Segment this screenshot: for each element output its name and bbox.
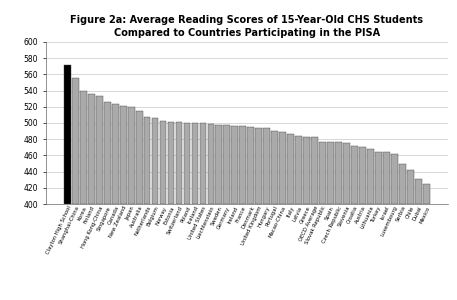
Bar	[327, 142, 334, 204]
Bar	[391, 154, 398, 204]
Bar	[223, 125, 230, 204]
Bar	[359, 147, 366, 204]
Bar	[319, 142, 326, 204]
Bar	[255, 128, 262, 204]
Bar	[399, 164, 406, 204]
Bar	[231, 126, 238, 204]
Bar	[184, 123, 191, 204]
Bar	[287, 134, 294, 204]
Bar	[335, 142, 342, 204]
Bar	[303, 137, 310, 204]
Bar	[239, 126, 246, 204]
Bar	[295, 136, 302, 204]
Bar	[120, 106, 127, 204]
Bar	[247, 127, 254, 204]
Bar	[168, 122, 175, 204]
Bar	[128, 107, 134, 204]
Bar	[64, 65, 71, 204]
Bar	[143, 116, 150, 204]
Bar	[152, 118, 159, 204]
Bar	[159, 121, 166, 204]
Bar	[367, 149, 374, 204]
Bar	[104, 102, 111, 204]
Title: Figure 2a: Average Reading Scores of 15-Year-Old CHS Students
Compared to Countr: Figure 2a: Average Reading Scores of 15-…	[70, 15, 423, 38]
Bar	[191, 123, 198, 204]
Bar	[351, 146, 358, 204]
Bar	[263, 128, 270, 204]
Bar	[383, 152, 390, 204]
Bar	[311, 137, 318, 204]
Bar	[88, 94, 95, 204]
Bar	[343, 143, 350, 204]
Bar	[136, 111, 143, 204]
Bar	[207, 124, 214, 204]
Bar	[72, 78, 79, 204]
Bar	[375, 152, 382, 204]
Bar	[407, 170, 414, 204]
Bar	[175, 122, 182, 204]
Bar	[200, 123, 206, 204]
Bar	[112, 103, 119, 204]
Bar	[96, 96, 103, 204]
Bar	[415, 179, 422, 204]
Bar	[423, 184, 430, 204]
Bar	[216, 125, 222, 204]
Bar	[271, 131, 278, 204]
Bar	[279, 132, 286, 204]
Bar	[80, 92, 87, 204]
